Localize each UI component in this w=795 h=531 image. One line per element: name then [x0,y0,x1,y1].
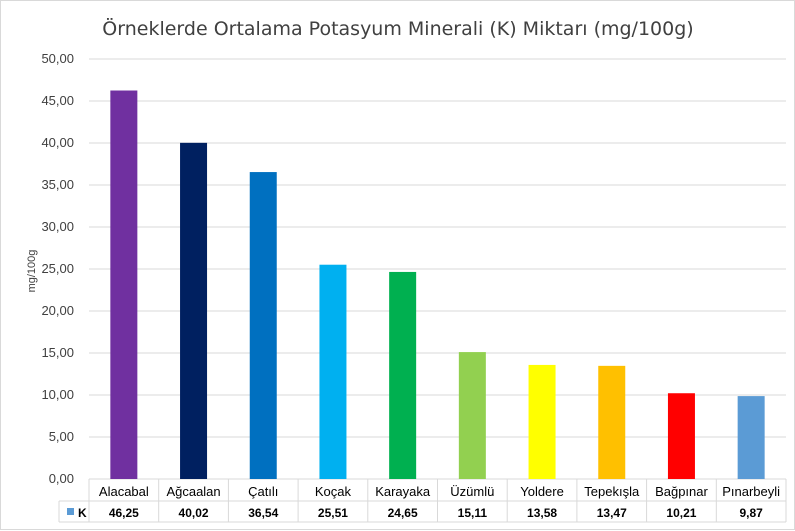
bar [458,352,486,479]
y-tick-label: 10,00 [41,387,74,402]
bars [110,90,765,479]
legend-key [67,508,74,515]
data-label: 13,47 [597,506,627,520]
category-label: Karayaka [375,484,431,499]
series-name: K [78,506,87,520]
y-tick-label: 40,00 [41,135,74,150]
category-label: Çatılı [248,484,278,499]
data-label: 24,65 [388,506,418,520]
y-tick-label: 15,00 [41,345,74,360]
category-label: Alacabal [99,484,149,499]
category-label: Üzümlü [450,484,494,499]
data-label: 10,21 [666,506,696,520]
bar [110,90,138,479]
data-label: 36,54 [248,506,278,520]
data-label: 46,25 [109,506,139,520]
bar [667,393,695,479]
y-tick-label: 35,00 [41,177,74,192]
y-tick-label: 5,00 [49,429,74,444]
data-label: 40,02 [179,506,209,520]
data-label: 13,58 [527,506,557,520]
y-axis-label: mg/100g [26,250,38,293]
category-label: Ağcaalan [166,484,220,499]
category-label: Bağpınar [655,484,708,499]
y-tick-label: 45,00 [41,93,74,108]
bar [528,364,556,479]
category-label: Tepekışla [584,484,640,499]
bar [319,264,347,479]
category-label: Koçak [315,484,352,499]
data-label: 25,51 [318,506,348,520]
bar [389,271,417,479]
y-tick-label: 50,00 [41,51,74,66]
category-label: Yoldere [520,484,564,499]
bar [737,396,765,479]
y-tick-label: 25,00 [41,261,74,276]
category-label: Pınarbeyli [722,484,780,499]
data-label: 9,87 [739,506,763,520]
y-tick-label: 30,00 [41,219,74,234]
data-label: 15,11 [458,506,488,520]
y-axis-ticks: 0,00 5,00 10,00 15,00 20,00 25,00 30,00 35,00 40… [41,51,74,486]
data-table: Alacabal 46,25 Ağcaalan 40,02 Çatılı 36,54 Koç… [58,479,787,523]
bar [249,172,277,479]
chart-title: Örneklerde Ortalama Potasyum Minerali (K… [102,17,693,40]
bar [598,365,626,479]
y-tick-label: 20,00 [41,303,74,318]
y-tick-label: 0,00 [49,471,74,486]
bar [180,142,208,479]
